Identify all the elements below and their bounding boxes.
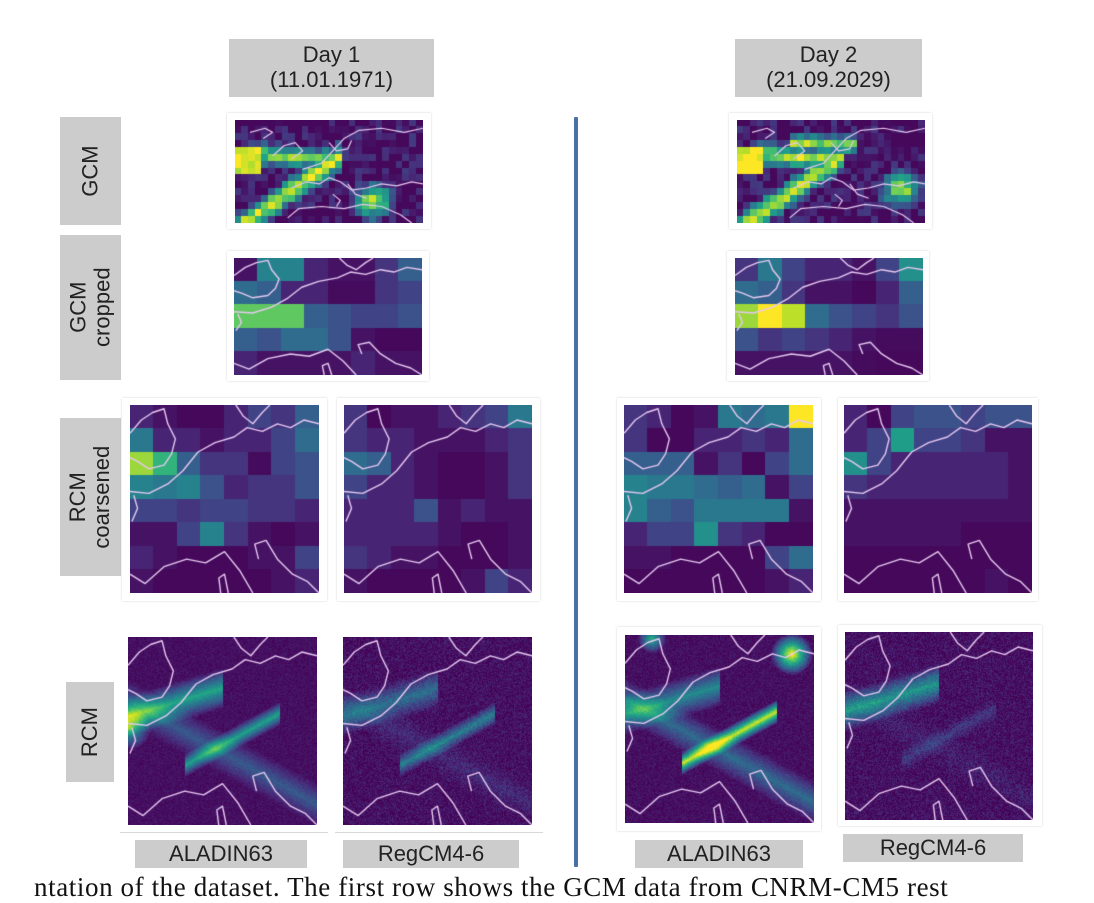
panel-gcm-cropped-day2	[727, 251, 929, 381]
map-rcm-regcm-day2	[845, 632, 1033, 820]
map-gcm-cropped-day1	[234, 258, 422, 375]
panel-rcm-coarsened-regcm-day1	[337, 398, 540, 601]
row-label: GCM	[65, 281, 91, 334]
map-rcm-aladin-day2	[625, 635, 814, 823]
map-rcm-coarsened-regcm-day1	[344, 405, 532, 593]
row-label: GCM	[77, 145, 103, 197]
panel-gcm-day2	[729, 113, 932, 229]
row-header-gcm: GCM	[60, 117, 121, 225]
row-header-gcm-cropped: GCM cropped	[60, 235, 121, 380]
row-label: RCM	[65, 471, 91, 523]
row-label-sub: coarsened	[89, 445, 115, 549]
row-label-sub: cropped	[89, 267, 115, 348]
map-gcm-day2	[737, 120, 925, 223]
day-divider-line	[574, 117, 578, 867]
row-header-rcm-coarsened: RCM coarsened	[60, 418, 121, 576]
map-gcm-day1	[235, 120, 423, 223]
column-title: Day 2	[799, 42, 858, 68]
map-rcm-coarsened-regcm-day2	[844, 405, 1032, 593]
model-label-regcm-day1: RegCM4-6	[343, 840, 519, 868]
model-name: ALADIN63	[169, 840, 273, 866]
panel-gcm-cropped-day1	[227, 251, 429, 381]
row-header-rcm: RCM	[66, 682, 114, 782]
figure-caption-fragment: ntation of the dataset. The first row sh…	[34, 872, 949, 902]
panel-rcm-coarsened-aladin-day2	[617, 398, 821, 601]
map-gcm-cropped-day2	[735, 258, 923, 375]
map-rcm-aladin-day1	[128, 637, 317, 825]
column-title: Day 1	[302, 42, 361, 68]
model-name: RegCM4-6	[377, 840, 485, 866]
divider-line	[120, 832, 328, 833]
map-rcm-coarsened-aladin-day2	[624, 405, 813, 593]
column-header-day1: Day 1 (11.01.1971)	[229, 39, 434, 97]
model-label-aladin-day1: ALADIN63	[135, 840, 307, 868]
panel-rcm-regcm-day1	[337, 630, 540, 830]
model-label-regcm-day2: RegCM4-6	[843, 834, 1023, 862]
column-header-day2: Day 2 (21.09.2029)	[735, 39, 922, 97]
column-date: (21.09.2029)	[766, 67, 891, 92]
model-label-aladin-day2: ALADIN63	[635, 840, 803, 868]
panel-rcm-coarsened-regcm-day2	[838, 398, 1038, 601]
panel-rcm-coarsened-aladin-day1	[122, 398, 327, 601]
panel-rcm-aladin-day1	[122, 630, 327, 830]
divider-line	[335, 832, 543, 833]
map-rcm-coarsened-aladin-day1	[130, 405, 319, 593]
panel-gcm-day1	[227, 113, 431, 229]
row-label: RCM	[76, 706, 102, 758]
panel-rcm-aladin-day2	[617, 627, 821, 831]
map-rcm-regcm-day1	[343, 637, 532, 825]
model-name: ALADIN63	[667, 840, 771, 866]
panel-rcm-regcm-day2	[838, 625, 1042, 826]
model-name: RegCM4-6	[879, 834, 987, 860]
column-date: (11.01.1971)	[269, 67, 394, 92]
